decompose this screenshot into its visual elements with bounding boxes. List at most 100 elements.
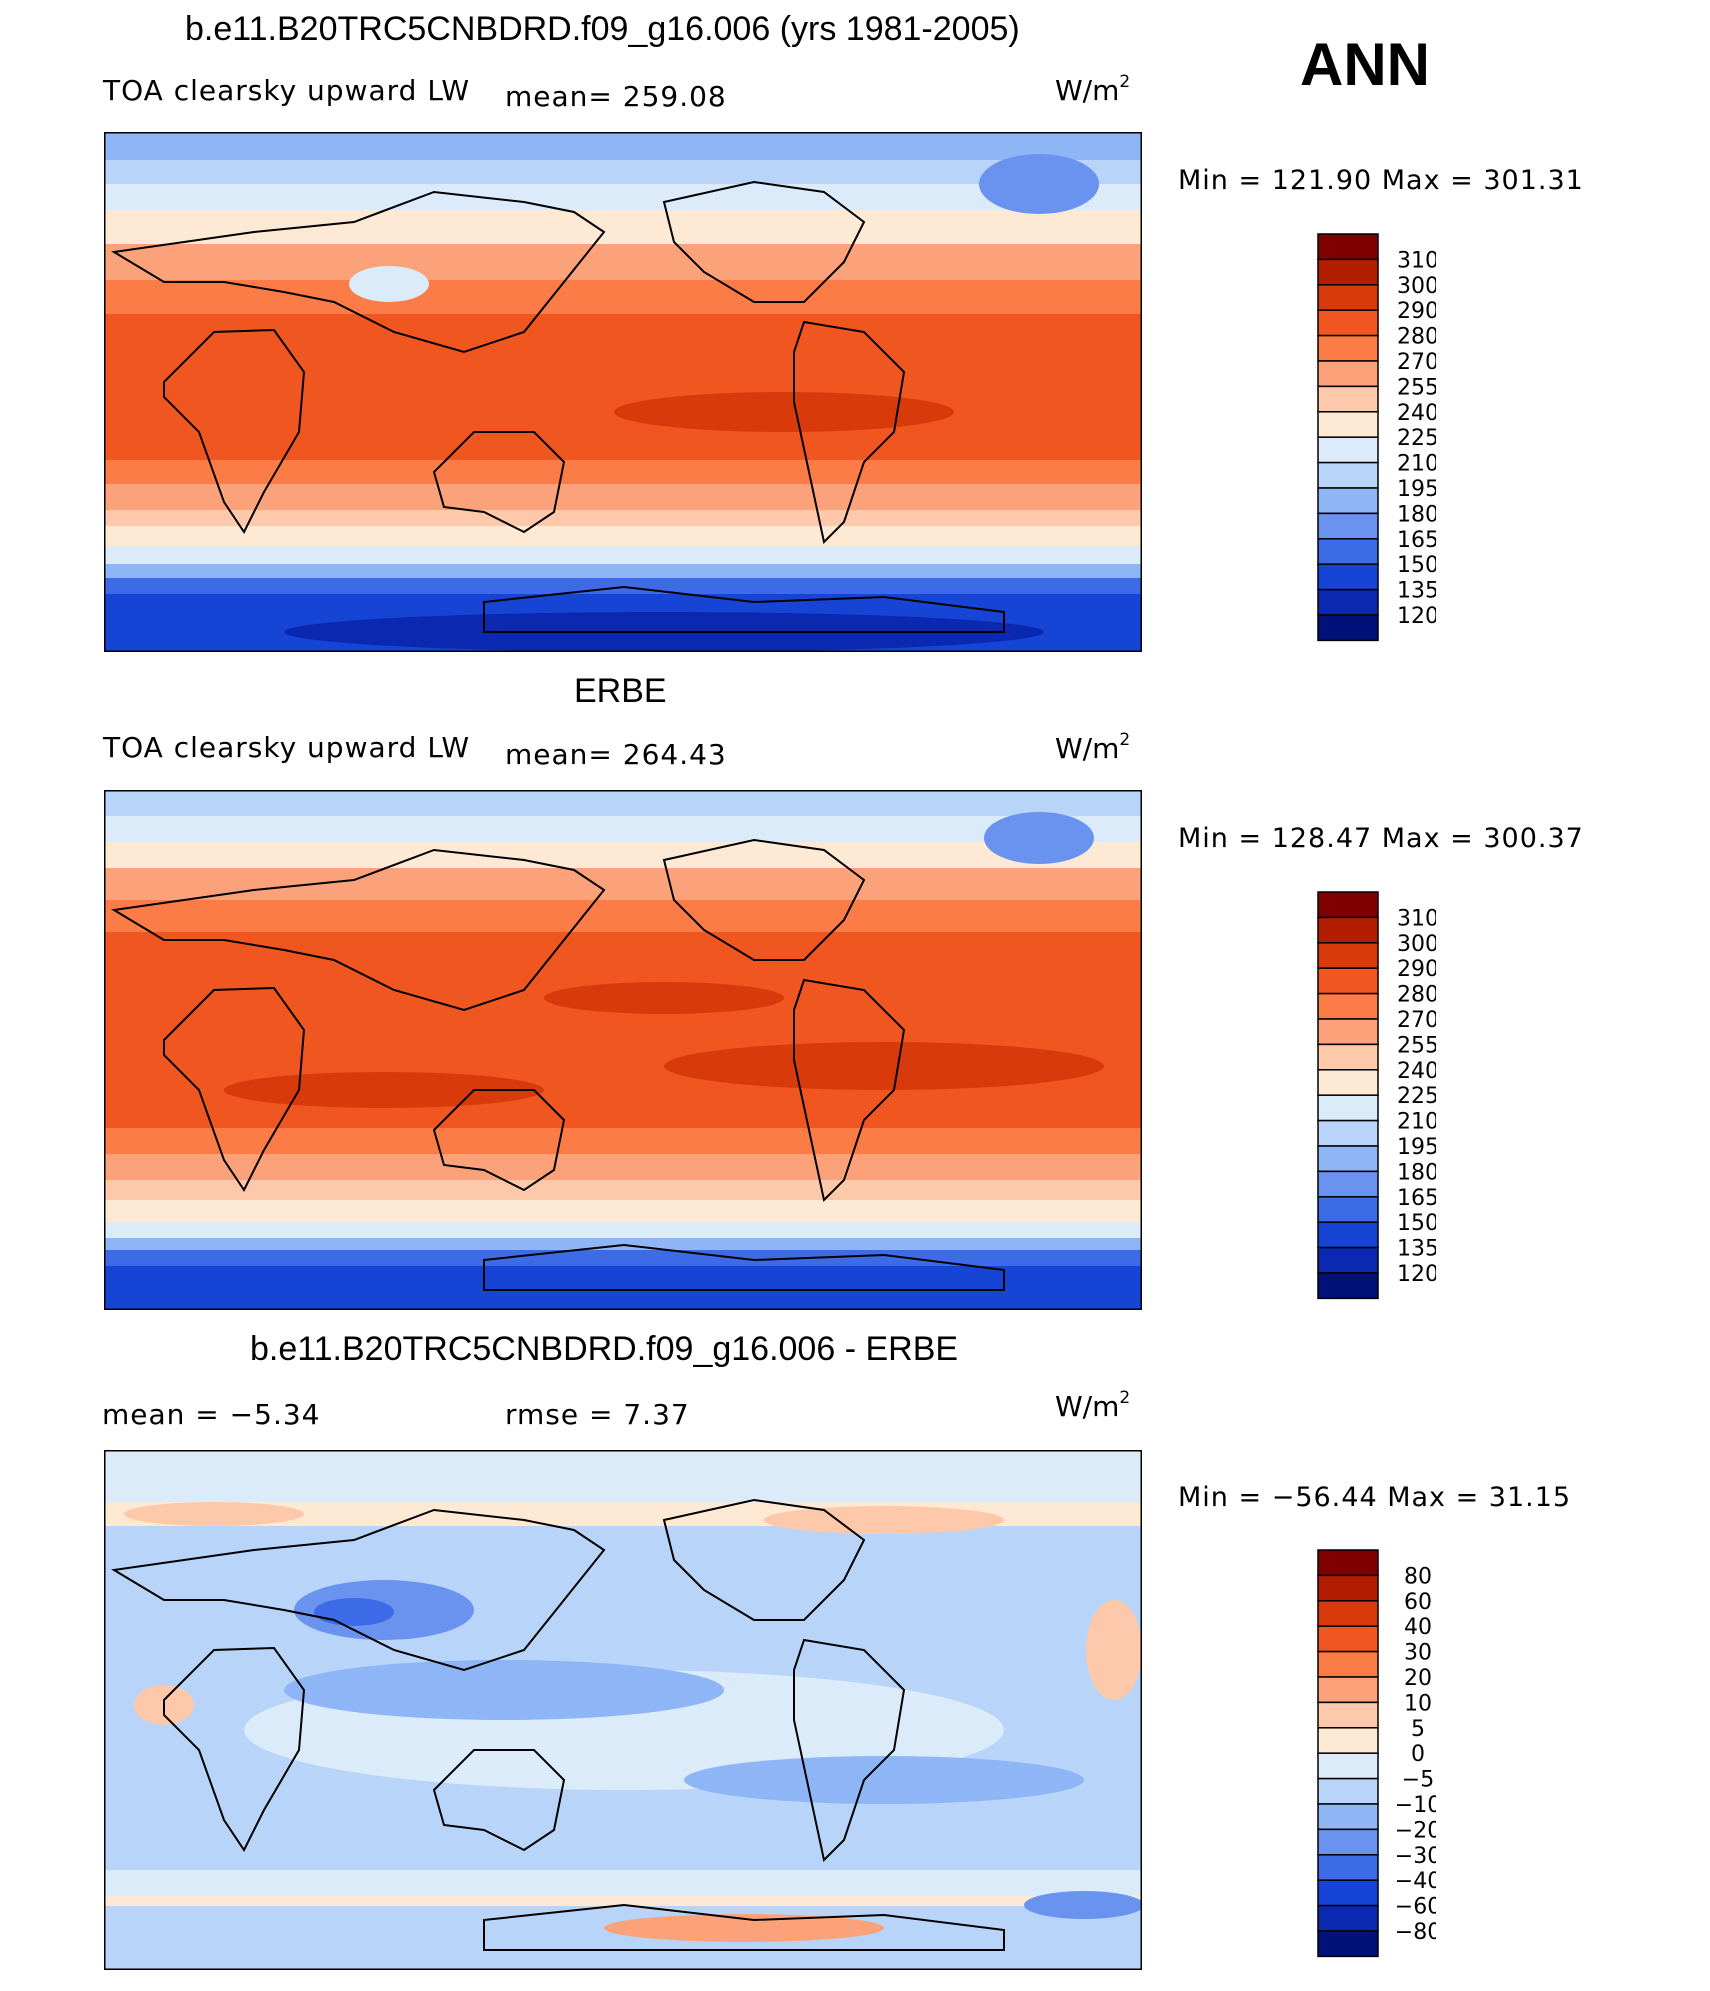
panel3-colorbar-tick-label: 10 [1404, 1691, 1432, 1716]
panel1-colorbar-tick-label: 255 [1397, 375, 1436, 400]
panel1-colorbar: 310 300 290 280 270 255 240 225 210 195 180 165 150 1… [1316, 232, 1436, 642]
panel1-colorbar-tick-label: 165 [1397, 528, 1436, 553]
panel1-colorbar-tick-label: 280 [1397, 325, 1436, 350]
panel2-colorbar-swatch [1317, 916, 1379, 944]
panel1-colorbar-swatch [1317, 411, 1379, 438]
panel3-minmax: Min = −56.44 Max = 31.15 [1178, 1482, 1572, 1513]
panel2-colorbar-tick-label: 280 [1397, 983, 1436, 1008]
panel3-colorbar-tick-label: −60 [1395, 1895, 1436, 1920]
panel1-colorbar-swatch [1317, 385, 1379, 413]
panel3-colorbar-tick-label: −80 [1395, 1920, 1436, 1945]
panel3-colorbar-swatch [1317, 1752, 1379, 1780]
panel1-colorbar-swatch [1317, 512, 1379, 540]
panel2-colorbar-tick-label: 255 [1397, 1033, 1436, 1058]
panel3-colorbar-swatch [1317, 1625, 1379, 1653]
panel3-colorbar-swatch [1317, 1803, 1379, 1831]
panel3-colorbar-swatch [1317, 1600, 1379, 1627]
panel2-colorbar-swatch [1317, 1196, 1379, 1223]
panel3-colorbar-swatch [1317, 1676, 1379, 1704]
panel3-colorbar-tick-label: −10 [1395, 1793, 1436, 1818]
panel2-colorbar-swatch [1317, 1272, 1379, 1300]
panel1-colorbar-tick-label: 270 [1397, 350, 1436, 375]
panel3-colorbar-tick-label: −40 [1395, 1869, 1436, 1894]
panel3-colorbar-tick-label: 60 [1404, 1590, 1432, 1615]
panel3-colorbar-tick-label: 5 [1411, 1717, 1425, 1742]
panel1-colorbar-tick-label: 300 [1397, 274, 1436, 299]
panel1-colorbar-tick-label: 225 [1397, 426, 1436, 451]
panel2-colorbar-swatch [1317, 1094, 1379, 1122]
panel2-colorbar-tick-label: 270 [1397, 1008, 1436, 1033]
panel2-colorbar-tick-label: 150 [1397, 1211, 1436, 1236]
panel3-colorbar-swatch [1317, 1828, 1379, 1856]
panel2-colorbar-tick-label: 180 [1397, 1160, 1436, 1185]
panel3-colorbar-swatch [1317, 1879, 1379, 1907]
panel3-rmse: rmse = 7.37 [505, 1398, 690, 1431]
panel2-colorbar-tick-label: 240 [1397, 1059, 1436, 1084]
panel2-colorbar-tick-label: 165 [1397, 1186, 1436, 1211]
panel3-colorbar-swatch [1317, 1904, 1379, 1932]
panel2-colorbar-tick-label: 290 [1397, 957, 1436, 982]
panel1-colorbar-tick-label: 240 [1397, 401, 1436, 426]
panel3-colorbar-swatch [1317, 1777, 1379, 1805]
panel1-colorbar-swatch [1317, 258, 1379, 286]
panel3-colorbar-swatch [1317, 1727, 1379, 1754]
panel3-colorbar-swatch [1317, 1574, 1379, 1602]
panel3-units: W/m2 [1055, 1388, 1131, 1423]
panel3-colorbar: 80 60 40 30 20 10 5 0 −5 −10 −20 −30 −40 −60 −80 [1316, 1548, 1436, 1958]
panel2-map [104, 790, 1142, 1310]
panel1-colorbar-tick-label: 195 [1397, 477, 1436, 502]
panel3-mean: mean = −5.34 [102, 1398, 321, 1431]
panel3-colorbar-swatch [1317, 1549, 1379, 1577]
panel3-colorbar-tick-label: −20 [1395, 1818, 1436, 1843]
panel1-colorbar-tick-label: 180 [1397, 502, 1436, 527]
panel1-colorbar-swatch [1317, 233, 1379, 261]
panel2-colorbar-tick-label: 195 [1397, 1135, 1436, 1160]
panel1-colorbar-swatch [1317, 588, 1379, 616]
season-label: ANN [1300, 31, 1430, 98]
panel1-minmax: Min = 121.90 Max = 301.31 [1178, 165, 1584, 196]
panel3-colorbar-tick-label: 40 [1404, 1615, 1432, 1640]
panel1-colorbar-swatch [1317, 538, 1379, 565]
panel1-colorbar-swatch [1317, 436, 1379, 464]
panel2-colorbar-swatch [1317, 1170, 1379, 1198]
panel2-colorbar-tick-label: 120 [1397, 1262, 1436, 1287]
panel2-colorbar-swatch [1317, 992, 1379, 1020]
panel1-colorbar-swatch [1317, 614, 1379, 642]
panel3-colorbar-tick-label: 80 [1404, 1564, 1432, 1589]
panel1-colorbar-swatch [1317, 334, 1379, 362]
panel3-colorbar-swatch [1317, 1701, 1379, 1729]
panel1-colorbar-swatch [1317, 309, 1379, 337]
panel1-colorbar-tick-label: 120 [1397, 604, 1436, 629]
panel1-colorbar-swatch [1317, 461, 1379, 489]
panel1-colorbar-tick-label: 290 [1397, 299, 1436, 324]
panel2-colorbar-swatch [1317, 1018, 1379, 1046]
panel1-colorbar-tick-label: 150 [1397, 553, 1436, 578]
panel1-colorbar-swatch [1317, 563, 1379, 591]
panel1-colorbar-swatch [1317, 284, 1379, 311]
panel2-colorbar-swatch [1317, 1119, 1379, 1147]
panel2-colorbar: 310 300 290 280 270 255 240 225 210 195 180 165 150 1… [1316, 890, 1436, 1300]
panel2-mean: mean= 264.43 [505, 738, 727, 771]
panel1-title: b.e11.B20TRC5CNBDRD.f09_g16.006 (yrs 198… [185, 10, 1020, 48]
panel3-colorbar-swatch [1317, 1650, 1379, 1678]
panel2-colorbar-swatch [1317, 1145, 1379, 1173]
panel2-colorbar-tick-label: 310 [1397, 906, 1436, 931]
panel2-colorbar-swatch [1317, 967, 1379, 995]
panel3-map [104, 1450, 1142, 1970]
panel1-variable: TOA clearsky upward LW [103, 74, 471, 107]
panel3-title: b.e11.B20TRC5CNBDRD.f09_g16.006 - ERBE [250, 1330, 959, 1368]
panel2-colorbar-swatch [1317, 1069, 1379, 1096]
panel2-colorbar-swatch [1317, 1246, 1379, 1274]
panel2-colorbar-swatch [1317, 891, 1379, 919]
panel3-colorbar-swatch [1317, 1854, 1379, 1881]
panel2-variable: TOA clearsky upward LW [103, 731, 471, 764]
panel1-mean: mean= 259.08 [505, 80, 727, 113]
panel2-colorbar-tick-label: 210 [1397, 1110, 1436, 1135]
panel2-colorbar-tick-label: 225 [1397, 1084, 1436, 1109]
panel2-colorbar-tick-label: 135 [1397, 1237, 1436, 1262]
panel3-colorbar-swatch [1317, 1930, 1379, 1958]
panel3-colorbar-tick-label: 30 [1404, 1641, 1432, 1666]
panel3-colorbar-tick-label: −5 [1402, 1768, 1434, 1793]
panel1-colorbar-swatch [1317, 360, 1379, 388]
panel1-units: W/m2 [1055, 72, 1131, 107]
